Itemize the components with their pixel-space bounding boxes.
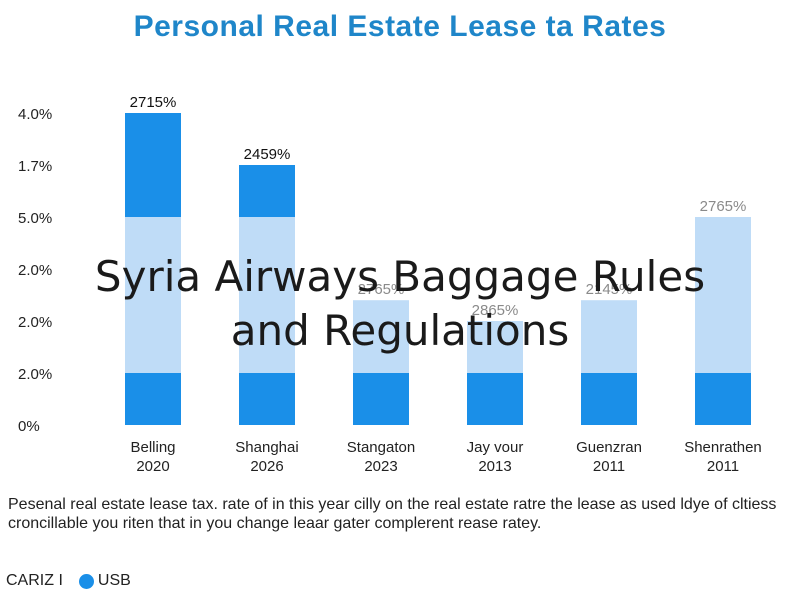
bar-data-label: 2459% [244,146,291,163]
overlay-line-1: Syria Airways Baggage Rules [94,252,706,301]
bar-data-label: 2715% [130,94,177,111]
bar-segment [239,373,295,425]
y-tick-label: 0% [18,418,40,435]
legend-swatch [78,573,94,589]
bar-segment [695,373,751,425]
y-tick-label: 2.0% [18,314,52,331]
x-category-label: Stangaton [347,439,415,456]
y-tick-label: 1.7% [18,158,52,175]
legend-prefix: CARIZ I [6,572,63,589]
bar-segment [239,165,295,217]
x-year-label: 2011 [593,458,625,475]
x-year-label: 2013 [478,458,511,475]
legend-label: USB [97,572,131,589]
bars-group: 2715% 2459% 2765% 2865% 2145% 2765% [125,94,751,425]
x-year-label: 2020 [136,458,169,475]
bar-data-label: 2865% [472,302,519,319]
bar-segment [353,373,409,425]
x-category-label: Belling [130,439,175,456]
x-category-label: Guenzran [576,439,642,456]
y-tick-label: 2.0% [18,366,52,383]
legend: CARIZ I USB [6,572,131,590]
bar-segment [125,217,181,373]
bar-data-label: 2765% [700,198,747,215]
x-axis-labels: Belling 2020 Shanghai 2026 Stangaton 2023 Jay … [130,439,761,475]
bar-segment [581,373,637,425]
x-category-label: Shanghai [235,439,298,456]
overlay-line-2: and Regulations [230,306,570,355]
x-year-label: 2023 [364,458,397,475]
bar-segment [467,321,523,373]
bar-segment [125,373,181,425]
chart-caption: Pesenal real estate lease tax. rate of i… [8,496,777,532]
chart-title: Personal Real Estate Lease ta Rates [133,10,667,43]
bar-segment [353,300,409,373]
y-tick-label: 2.0% [18,262,52,279]
bar-segment [695,217,751,373]
bar-segment [581,300,637,373]
x-category-label: Jay vour [467,439,524,456]
bar-data-label: 2145% [586,281,633,298]
bar-segment [125,113,181,217]
x-category-label: Shenrathen [684,439,762,456]
bar-data-label: 2765% [358,281,405,298]
y-axis-ticks: 4.0% 1.7% 5.0% 2.0% 2.0% 2.0% 0% [18,106,52,435]
x-year-label: 2026 [250,458,283,475]
y-tick-label: 5.0% [18,210,52,227]
bar-segment [467,373,523,425]
x-year-label: 2011 [707,458,739,475]
bar-segment [239,217,295,373]
overlay-title: Syria Airways Baggage Rules and Regulati… [40,250,760,358]
y-tick-label: 4.0% [18,106,52,123]
